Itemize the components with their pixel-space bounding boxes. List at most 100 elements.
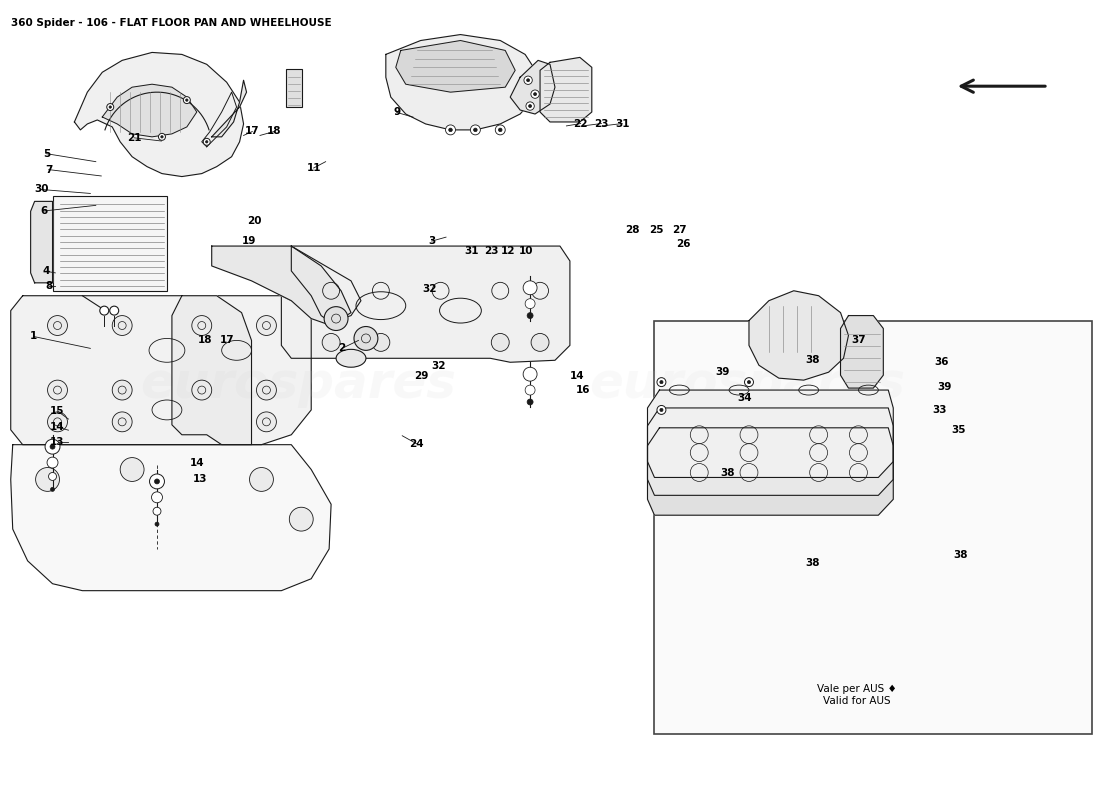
Text: 18: 18 [267,126,282,137]
Polygon shape [31,202,53,283]
Text: 20: 20 [248,216,262,226]
Circle shape [107,103,113,110]
Circle shape [745,378,754,386]
Circle shape [191,380,211,400]
Circle shape [525,298,535,309]
Text: 24: 24 [409,438,424,449]
Text: 17: 17 [220,334,234,345]
Text: 10: 10 [519,246,534,256]
Circle shape [527,78,529,82]
Text: 15: 15 [51,406,65,416]
Text: 38: 38 [805,558,820,568]
Circle shape [495,125,505,135]
Text: 360 Spider - 106 - FLAT FLOOR PAN AND WHEELHOUSE: 360 Spider - 106 - FLAT FLOOR PAN AND WH… [11,18,331,28]
Text: 38: 38 [720,468,735,478]
Circle shape [256,315,276,335]
Circle shape [498,128,502,132]
Text: 12: 12 [502,246,516,256]
Circle shape [161,136,163,138]
Text: 32: 32 [431,361,446,371]
Text: 31: 31 [464,246,478,256]
Circle shape [527,399,534,405]
Circle shape [471,125,481,135]
Text: 26: 26 [676,239,691,250]
Circle shape [48,473,56,481]
Circle shape [354,326,378,350]
Polygon shape [11,445,331,590]
Polygon shape [102,84,197,137]
Polygon shape [386,34,538,130]
Circle shape [100,306,109,315]
Text: 7: 7 [45,165,53,174]
Text: 5: 5 [43,149,51,158]
Circle shape [186,99,188,102]
Circle shape [47,380,67,400]
Text: 1: 1 [30,331,37,342]
Circle shape [531,90,539,98]
Circle shape [184,97,190,103]
Circle shape [109,106,111,108]
Circle shape [112,380,132,400]
Polygon shape [510,60,556,114]
Circle shape [531,334,549,351]
Circle shape [47,315,67,335]
Circle shape [256,380,276,400]
Text: 23: 23 [484,246,498,256]
Circle shape [204,138,210,146]
Text: 13: 13 [51,437,65,447]
Circle shape [155,522,160,526]
Text: 13: 13 [192,474,207,485]
Text: 33: 33 [933,405,947,414]
Circle shape [47,457,58,468]
Text: 14: 14 [190,458,205,468]
Text: eurospares: eurospares [588,360,905,408]
Text: 3: 3 [428,236,436,246]
Circle shape [525,385,535,395]
Text: 39: 39 [937,382,952,392]
Text: Vale per AUS ♦
Valid for AUS: Vale per AUS ♦ Valid for AUS [816,684,896,706]
Text: 39: 39 [716,367,730,377]
Text: 19: 19 [242,236,256,246]
Bar [53,197,167,290]
Circle shape [526,102,535,110]
Text: 6: 6 [41,206,48,216]
Circle shape [35,467,59,491]
Text: 25: 25 [649,225,663,235]
Circle shape [747,381,750,384]
Circle shape [158,134,165,140]
Polygon shape [75,53,243,177]
Polygon shape [282,246,570,362]
Circle shape [449,128,452,132]
Polygon shape [11,296,311,445]
Bar [286,70,302,107]
Circle shape [524,367,537,381]
Polygon shape [648,408,893,495]
Polygon shape [749,290,848,380]
Text: 23: 23 [594,118,608,129]
Circle shape [289,507,314,531]
Text: 34: 34 [737,394,752,403]
Circle shape [527,313,534,318]
Circle shape [524,281,537,294]
Circle shape [534,93,537,96]
Circle shape [657,378,665,386]
Text: 27: 27 [672,225,686,235]
Circle shape [372,334,389,351]
Text: 8: 8 [45,281,53,290]
Text: 16: 16 [575,386,590,395]
Circle shape [657,406,665,414]
Polygon shape [396,41,515,92]
Bar [654,321,1091,734]
Circle shape [250,467,274,491]
Text: 4: 4 [43,266,51,276]
Text: 17: 17 [245,126,260,137]
Text: 38: 38 [805,355,820,366]
Text: 37: 37 [851,335,866,346]
Polygon shape [540,58,592,122]
Polygon shape [648,390,893,478]
Circle shape [529,105,531,107]
Circle shape [322,334,340,351]
Circle shape [524,76,532,85]
Circle shape [154,479,160,484]
Circle shape [112,315,132,335]
